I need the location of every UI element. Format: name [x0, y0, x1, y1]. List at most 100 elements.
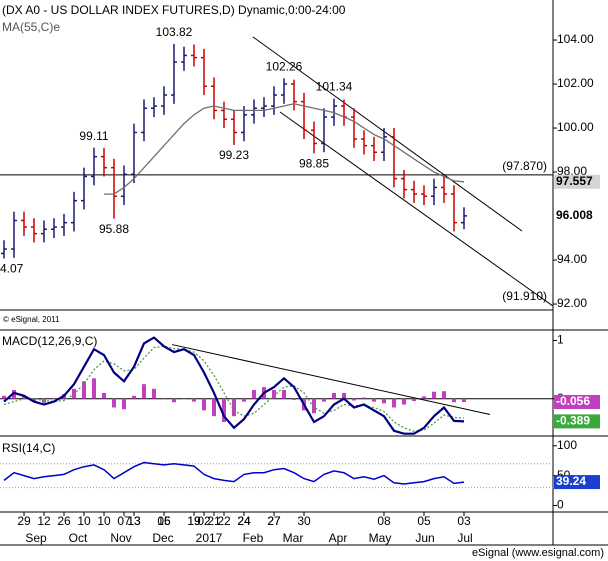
x-tick-label: 10: [77, 514, 91, 528]
month-label: Dec: [152, 531, 173, 545]
panel-title: MACD(12,26,9,C): [2, 334, 97, 348]
histogram-bar: [152, 388, 156, 399]
price-annotation: 99.23: [219, 148, 249, 162]
x-tick-label: 10: [97, 514, 111, 528]
value-label: 96.008: [556, 208, 593, 222]
x-tick-label: 26: [57, 514, 71, 528]
histogram-bar: [122, 398, 126, 410]
y-tick-label: 100: [557, 438, 577, 452]
price-annotation: 103.82: [156, 25, 193, 39]
value-label: 97.557: [556, 174, 593, 188]
legend-entry: MA(55,C)e: [2, 20, 60, 34]
y-tick-label: 100.00: [557, 120, 594, 134]
histogram-bar: [22, 395, 26, 399]
price-annotation: 99.11: [79, 129, 108, 143]
x-tick-label: 05: [157, 514, 171, 528]
histogram-bar: [282, 389, 286, 399]
x-tick-label: 02: [197, 514, 211, 528]
histogram-bar: [252, 389, 256, 399]
histogram-bar: [322, 398, 326, 402]
histogram-bar: [182, 398, 186, 400]
month-label: Sep: [25, 531, 47, 545]
x-tick-label: 03: [457, 514, 471, 528]
histogram-bar: [292, 398, 296, 400]
histogram-bar: [232, 398, 236, 417]
chart-title: (DX A0 - US DOLLAR INDEX FUTURES,D) Dyna…: [2, 3, 346, 17]
price-annotation: 98.85: [299, 157, 329, 171]
histogram-bar: [462, 398, 466, 402]
month-label: 2017: [196, 531, 223, 545]
value-box: [554, 394, 600, 409]
series-line: [3, 461, 465, 485]
price-annotation: 4.07: [0, 262, 24, 276]
x-tick-label: 19: [187, 514, 201, 528]
x-tick-label: 24: [237, 514, 251, 528]
histogram-bar: [222, 398, 226, 423]
histogram-bar: [342, 392, 346, 399]
x-tick-label: 24: [237, 514, 251, 528]
histogram-bar: [132, 395, 136, 399]
x-tick-label: 19: [187, 514, 201, 528]
histogram-bar: [92, 378, 96, 399]
histogram-bar: [402, 398, 406, 405]
y-tick-label: 98.00: [557, 164, 587, 178]
value-label: -0.389: [556, 414, 590, 428]
y-tick-label: 94.00: [557, 252, 587, 266]
histogram-bar: [352, 398, 356, 401]
x-tick-label: 16: [157, 514, 171, 528]
value-box: [554, 174, 600, 189]
histogram-bar: [312, 398, 316, 414]
histogram-bar: [372, 398, 376, 402]
trend-line: [252, 36, 523, 232]
histogram-bar: [202, 398, 206, 411]
histogram-bar: [392, 398, 396, 408]
y-tick-label: 1: [557, 333, 564, 347]
copyright: © eSignal, 2011: [3, 315, 60, 324]
value-label: -0.056: [556, 394, 590, 408]
histogram-bar: [272, 389, 276, 399]
y-tick-label: 102.00: [557, 76, 594, 90]
y-tick-label: 0: [557, 498, 564, 512]
histogram-bar: [102, 392, 106, 399]
histogram-bar: [32, 398, 36, 402]
histogram-bar: [172, 398, 176, 403]
footer: eSignal (www.esignal.com): [472, 547, 604, 559]
price-annotation: 95.88: [99, 222, 129, 236]
month-label: Nov: [110, 531, 131, 545]
x-tick-label: 27: [267, 514, 281, 528]
month-label: Apr: [329, 531, 348, 545]
histogram-bar: [362, 397, 366, 399]
x-tick-label: 30: [297, 514, 311, 528]
price-annotation: 102.26: [266, 59, 303, 73]
price-annotation: 101.34: [316, 80, 353, 94]
x-tick-label: 27: [267, 514, 281, 528]
histogram-bar: [52, 398, 56, 400]
histogram-bar: [412, 398, 416, 402]
histogram-bar: [2, 395, 6, 399]
histogram-bar: [162, 398, 166, 400]
x-tick-label: 08: [377, 514, 391, 528]
x-tick-label: 13: [127, 514, 141, 528]
histogram-bar: [192, 398, 196, 402]
y-tick-label: 104.00: [557, 32, 594, 46]
x-tick-label: 21: [207, 514, 221, 528]
month-label: Feb: [243, 531, 264, 545]
trend-line: [279, 111, 554, 307]
histogram-bar: [142, 384, 146, 399]
series-line: [3, 336, 465, 435]
month-label: Jul: [457, 531, 472, 545]
histogram-bar: [212, 398, 216, 417]
histogram-bar: [452, 398, 456, 403]
panel-title: RSI(14,C): [2, 441, 55, 455]
histogram-bar: [332, 392, 336, 399]
trend-line: [171, 344, 491, 415]
x-tick-label: 13: [127, 514, 141, 528]
histogram-bar: [422, 396, 426, 399]
value-box: [554, 414, 600, 429]
value-box: [554, 475, 600, 490]
month-label: May: [369, 531, 392, 545]
x-tick-label: 22: [217, 514, 231, 528]
histogram-bar: [442, 391, 446, 399]
line-label: (97.870): [502, 159, 547, 173]
month-label: Oct: [69, 531, 88, 545]
